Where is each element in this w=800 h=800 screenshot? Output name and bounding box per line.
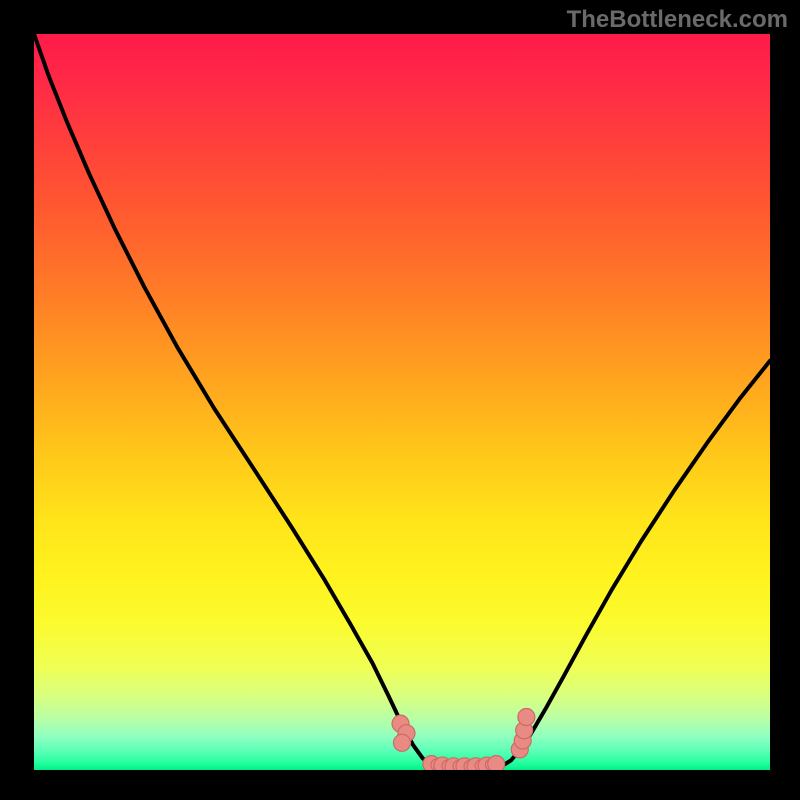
bottleneck-curve-chart — [34, 34, 770, 770]
chart-frame: TheBottleneck.com — [0, 0, 800, 800]
curve-marker — [518, 709, 535, 726]
curve-marker — [488, 756, 505, 770]
curve-marker — [394, 734, 411, 751]
plot-background — [34, 34, 770, 770]
watermark-text: TheBottleneck.com — [567, 6, 788, 34]
